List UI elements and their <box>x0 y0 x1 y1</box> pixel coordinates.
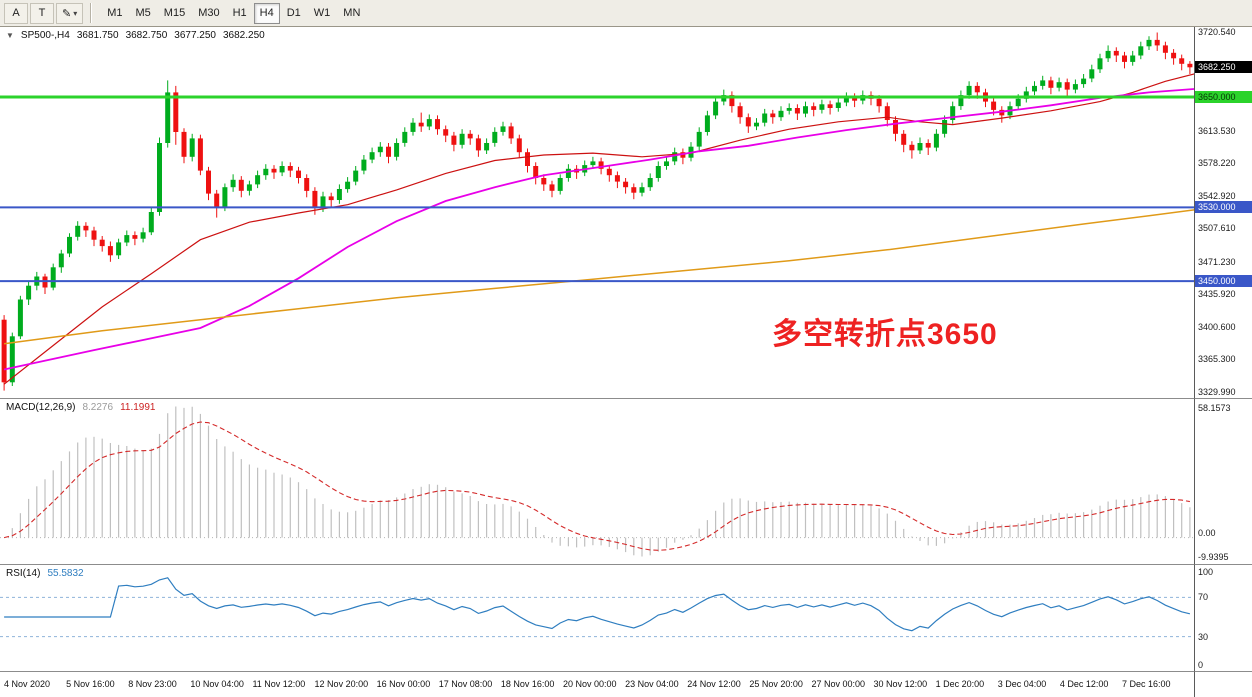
time-axis-label: 7 Dec 16:00 <box>1122 679 1171 689</box>
price-axis-badge: 3530.000 <box>1195 201 1252 214</box>
price-axis-badge: 3682.250 <box>1195 61 1252 74</box>
price-axis-label: 3471.230 <box>1198 256 1236 267</box>
timeframe-button-w1[interactable]: W1 <box>308 3 337 24</box>
price-axis-label: 3578.220 <box>1198 158 1236 169</box>
price-axis-badge: 3650.000 <box>1195 90 1252 103</box>
time-axis-label: 11 Nov 12:00 <box>252 679 306 689</box>
template-tool-button[interactable]: ✎ ▾ <box>56 2 84 24</box>
timeframe-button-m15[interactable]: M15 <box>158 3 191 24</box>
rsi-panel[interactable]: RSI(14) 55.5832 <box>0 565 1194 672</box>
time-axis-label: 10 Nov 04:00 <box>190 679 244 689</box>
axis-corner <box>1194 672 1252 697</box>
price-axis-label: 3542.920 <box>1198 190 1236 201</box>
time-axis-label: 12 Nov 20:00 <box>314 679 369 689</box>
rsi-axis-label: 100 <box>1198 567 1214 577</box>
pointer-tool-button[interactable]: A <box>4 2 28 24</box>
toolbar-separator <box>90 3 93 23</box>
time-axis-label: 24 Nov 12:00 <box>687 679 741 689</box>
time-axis-label: 30 Nov 12:00 <box>873 679 928 689</box>
time-axis: 4 Nov 2020 5 Nov 16:00 8 Nov 23:00 10 Nov 0… <box>0 672 1194 697</box>
price-chart-canvas[interactable] <box>0 27 1194 398</box>
time-axis-label: 17 Nov 08:00 <box>438 679 493 689</box>
time-axis-label: 20 Nov 00:00 <box>563 679 617 689</box>
time-axis-label: 1 Dec 20:00 <box>935 679 985 689</box>
timeframe-button-mn[interactable]: MN <box>337 3 366 24</box>
chart-window: ▼ SP500-,H4 3681.750 3682.750 3677.250 3… <box>0 27 1252 697</box>
price-axis-label: 3507.610 <box>1198 223 1236 234</box>
macd-axis: 58.1573 0.00 -9.9395 <box>1194 399 1252 565</box>
price-axis-badge: 3450.000 <box>1195 275 1252 288</box>
rsi-axis-label: 0 <box>1198 660 1204 670</box>
timeframe-button-d1[interactable]: D1 <box>281 3 307 24</box>
macd-axis-label: 58.1573 <box>1198 403 1231 413</box>
timeframe-button-m5[interactable]: M5 <box>130 3 157 24</box>
timeframe-button-h4[interactable]: H4 <box>253 2 280 24</box>
macd-panel[interactable]: MACD(12,26,9) 8.2276 11.1991 <box>0 399 1194 565</box>
rsi-axis: 100 70 30 0 <box>1194 565 1252 672</box>
text-tool-button[interactable]: T <box>30 2 54 24</box>
price-axis-label: 3435.920 <box>1198 289 1236 300</box>
time-axis-label: 3 Dec 04:00 <box>997 679 1047 689</box>
price-axis-label: 3365.300 <box>1198 354 1236 365</box>
price-axis-label: 3613.530 <box>1198 125 1236 136</box>
dropdown-caret-icon: ▾ <box>73 8 78 18</box>
macd-axis-label: -9.9395 <box>1198 552 1229 562</box>
time-axis-label: 23 Nov 04:00 <box>625 679 679 689</box>
timeframe-button-h1[interactable]: H1 <box>227 3 253 24</box>
macd-axis-label: 0.00 <box>1198 527 1216 538</box>
macd-canvas <box>0 406 1194 557</box>
price-axis-label: 3720.540 <box>1198 27 1236 38</box>
rsi-canvas <box>0 577 1194 638</box>
time-axis-label: 5 Nov 16:00 <box>66 679 115 689</box>
price-chart-panel[interactable]: ▼ SP500-,H4 3681.750 3682.750 3677.250 3… <box>0 27 1194 399</box>
rsi-axis-label: 30 <box>1198 631 1209 642</box>
timeframe-button-m30[interactable]: M30 <box>192 3 225 24</box>
time-axis-label: 4 Nov 2020 <box>4 679 51 689</box>
pencil-icon: ✎ <box>62 7 72 20</box>
timeframe-toolbar: M1 M5 M15 M30 H1 H4 D1 W1 MN <box>101 2 366 24</box>
price-axis: 3720.540 3613.530 3578.220 3542.920 3507.610… <box>1194 27 1252 399</box>
time-axis-label: 18 Nov 16:00 <box>500 679 555 689</box>
timeframe-button-m1[interactable]: M1 <box>101 3 128 24</box>
rsi-axis-label: 70 <box>1198 592 1209 603</box>
main-toolbar: A T ✎ ▾ M1 M5 M15 M30 H1 H4 D1 W1 MN <box>0 0 1252 27</box>
time-axis-label: 4 Dec 12:00 <box>1059 679 1109 689</box>
price-axis-label: 3329.990 <box>1198 386 1236 397</box>
time-axis-label: 16 Nov 00:00 <box>376 679 431 689</box>
time-axis-label: 25 Nov 20:00 <box>749 679 803 689</box>
chart-text-annotation[interactable]: 多空转折点3650 <box>772 318 998 351</box>
time-axis-label: 8 Nov 23:00 <box>128 679 177 689</box>
time-axis-label: 27 Nov 00:00 <box>811 679 865 689</box>
price-axis-label: 3400.600 <box>1198 321 1236 332</box>
